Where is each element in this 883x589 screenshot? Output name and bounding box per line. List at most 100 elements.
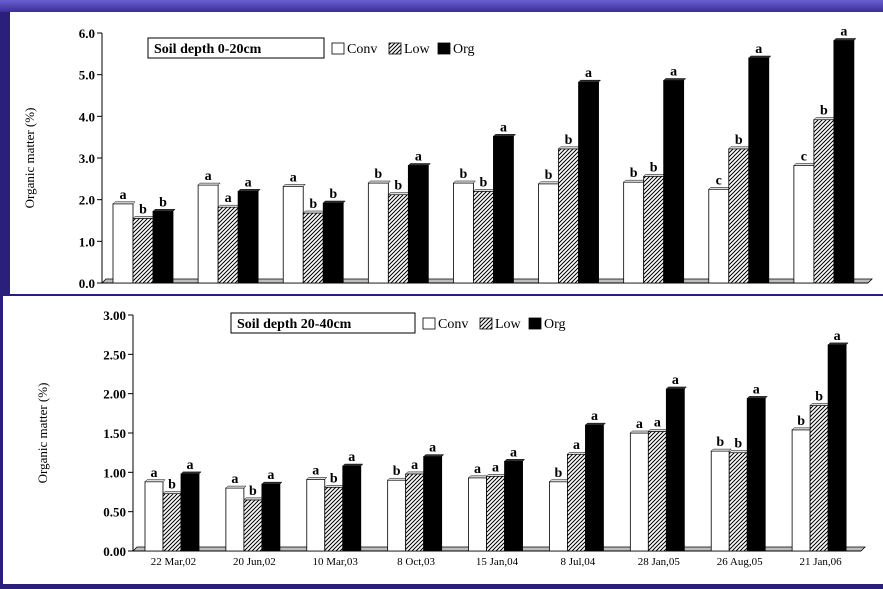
- category-label: 28 Jan,05: [638, 556, 681, 568]
- legend-label-conv: Conv: [347, 42, 377, 57]
- category-label: 8 Oct,03: [397, 556, 435, 568]
- bar-label: a: [834, 329, 841, 344]
- bar-low: [728, 148, 750, 284]
- bar-label: b: [168, 478, 176, 493]
- bar-org: [746, 397, 766, 552]
- chart-soil-0-20cm: 0.0 1.0 2.0 3.0 4.0 5.0 6.0 Organic matter (%) a…: [22, 25, 873, 291]
- bar-org: [152, 210, 174, 284]
- bar-low: [558, 148, 579, 284]
- bar-label: a: [670, 65, 677, 80]
- legend-swatch-org: [528, 317, 542, 330]
- y-tick-label: 0.00: [103, 544, 126, 559]
- bar-label: c: [801, 150, 807, 165]
- bar-top: [144, 479, 166, 483]
- bar-label: a: [225, 191, 232, 206]
- bar-conv: [710, 450, 730, 552]
- bar-label: a: [474, 462, 481, 477]
- bar-top: [237, 189, 261, 192]
- bar-label: b: [480, 175, 488, 190]
- bar-top: [407, 163, 431, 166]
- y-tick-label: 4.0: [79, 109, 95, 124]
- bar-label: b: [374, 167, 382, 182]
- bar-conv: [791, 429, 811, 552]
- bar-top: [322, 200, 346, 204]
- legend-title-box: [230, 312, 416, 334]
- y-tick-label: 1.0: [79, 234, 95, 249]
- y-tick-label: 3.0: [79, 151, 95, 166]
- bar-label: a: [591, 409, 598, 424]
- y-tick-label: 1.00: [103, 465, 126, 480]
- bar-org: [578, 81, 599, 284]
- bar-label: b: [329, 187, 337, 202]
- bar-conv: [708, 188, 730, 284]
- bar-label: b: [249, 484, 257, 499]
- bar-label: b: [815, 389, 823, 404]
- bar-top: [282, 184, 306, 187]
- bar-top: [152, 209, 176, 212]
- bar-label: a: [492, 460, 499, 475]
- bar-label: a: [500, 120, 507, 135]
- category-label: 20 Jun,02: [233, 556, 276, 568]
- bar-label: b: [716, 435, 724, 450]
- bar-top: [746, 396, 768, 399]
- bar-org: [342, 465, 362, 552]
- bar-low: [567, 453, 586, 552]
- y-tick-label: 0.0: [79, 276, 95, 291]
- bar-top: [827, 342, 849, 346]
- bar-conv: [468, 477, 487, 552]
- bar-label: a: [205, 169, 212, 184]
- legend-swatch-low: [388, 42, 402, 55]
- bar-label: b: [545, 168, 553, 183]
- category-label: 15 Jan,04: [476, 556, 519, 568]
- bar-low: [405, 473, 425, 552]
- bar-low: [647, 431, 667, 552]
- bar-conv: [453, 182, 474, 284]
- bar-label: a: [429, 441, 436, 456]
- category-label: 10 Mar,03: [313, 556, 359, 568]
- bar-conv: [306, 479, 326, 552]
- legend-label-low: Low: [495, 317, 522, 332]
- category-label: 26 Aug,05: [717, 556, 763, 568]
- legend: Soil depth 20-40cm Conv Low Org: [230, 312, 566, 334]
- bar-conv: [549, 481, 568, 552]
- bar-org: [663, 80, 685, 284]
- bar-low: [302, 212, 324, 284]
- bar-conv: [112, 203, 134, 284]
- bar-label: b: [630, 166, 638, 181]
- bar-conv: [538, 183, 559, 284]
- bar-label: a: [415, 150, 422, 165]
- bar-low: [473, 190, 494, 284]
- y-tick-label: 2.00: [103, 387, 126, 402]
- y-tick-label: 2.50: [103, 347, 126, 362]
- bar-org: [493, 135, 514, 284]
- bar-top: [225, 485, 247, 489]
- bar-label: b: [460, 167, 468, 182]
- legend-title-box: [147, 37, 325, 59]
- bar-label: a: [636, 417, 643, 432]
- y-tick-label: 1.50: [103, 426, 126, 441]
- chart-panel-top: 0.0 1.0 2.0 3.0 4.0 5.0 6.0 Organic matter (%) a…: [10, 12, 883, 294]
- bar-conv: [623, 181, 645, 284]
- bar-top: [452, 180, 477, 184]
- bar-label: a: [411, 458, 418, 473]
- bar-low: [813, 119, 835, 284]
- bar-top: [367, 180, 391, 184]
- bar-top: [833, 38, 857, 41]
- bar-label: b: [394, 179, 402, 194]
- y-axis-label: Organic matter (%): [22, 108, 37, 209]
- bar-label: a: [840, 25, 847, 40]
- bar-label: a: [753, 382, 760, 397]
- bar-top: [710, 448, 732, 452]
- bar-top: [492, 134, 517, 137]
- bar-label: b: [650, 160, 658, 175]
- bar-label: a: [348, 450, 355, 465]
- bar-low: [809, 405, 829, 552]
- bar-label: b: [797, 414, 805, 429]
- bar-conv: [197, 184, 219, 284]
- bar-org: [322, 202, 344, 284]
- bar-label: a: [290, 170, 297, 185]
- bar-label: a: [585, 66, 592, 81]
- legend-title: Soil depth 0-20cm: [154, 42, 262, 57]
- bar-org: [665, 388, 685, 552]
- bar-org: [261, 483, 281, 552]
